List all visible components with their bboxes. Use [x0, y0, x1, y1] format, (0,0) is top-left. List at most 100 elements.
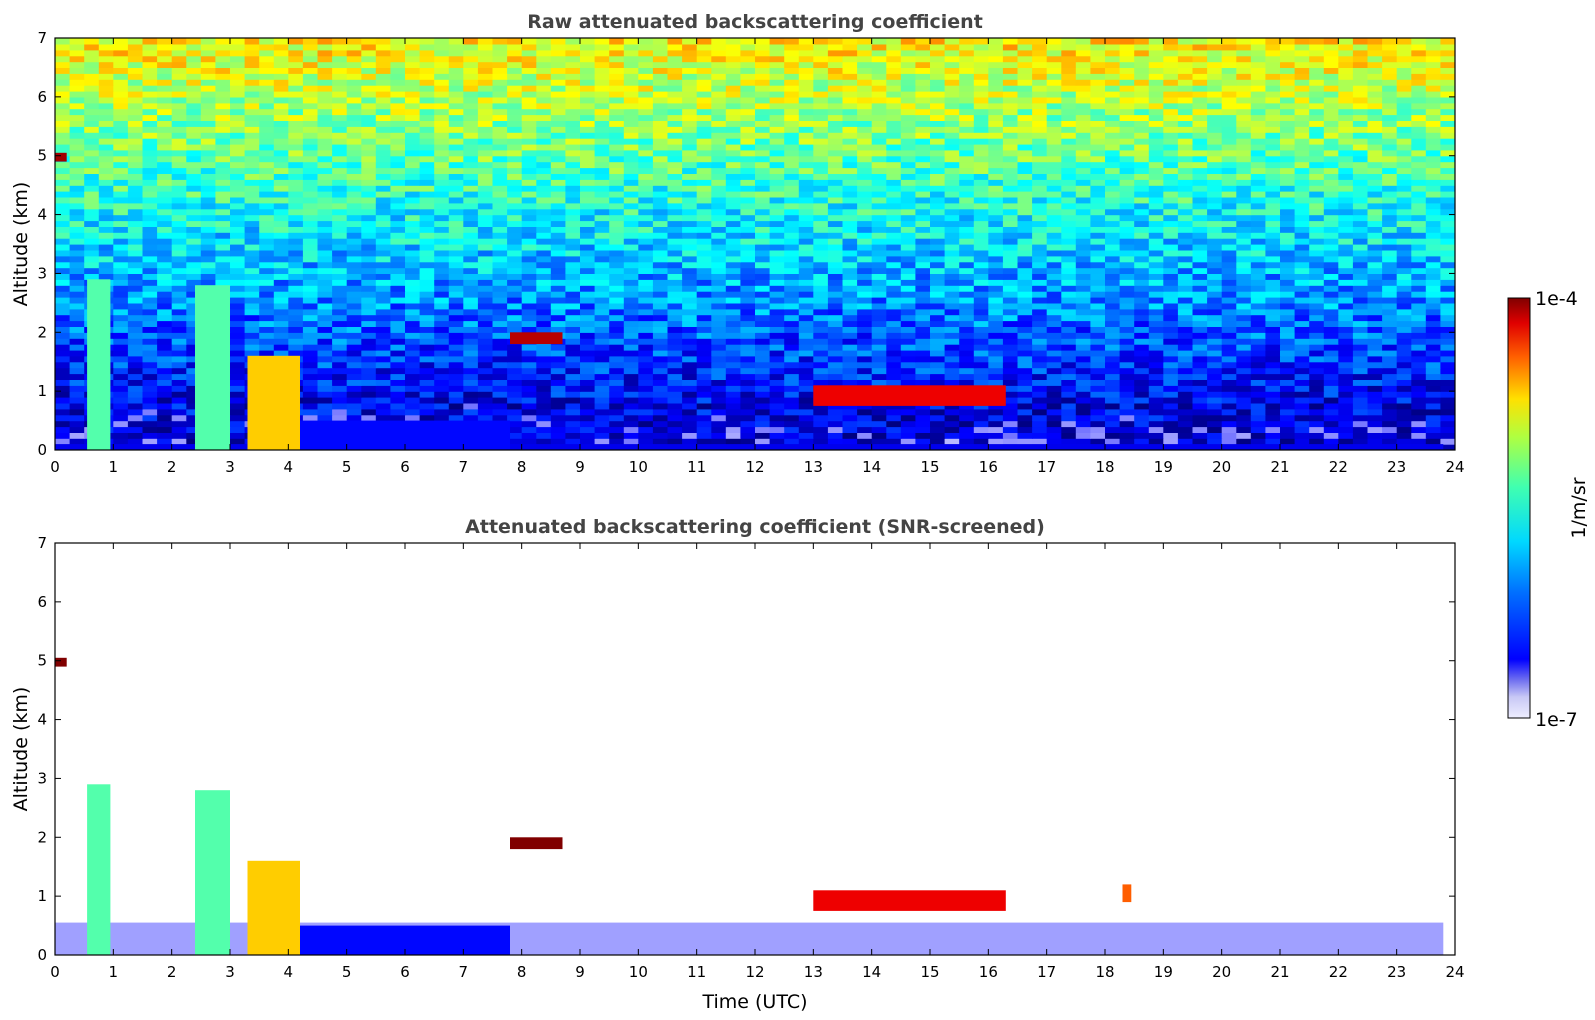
heatmap-cell — [1352, 332, 1369, 339]
heatmap-cell — [1396, 402, 1412, 410]
heatmap-cell — [1338, 385, 1354, 392]
heatmap-cell — [1323, 220, 1339, 227]
heatmap-cell — [1265, 297, 1281, 304]
heatmap-cell — [827, 220, 844, 227]
heatmap-cell — [944, 308, 960, 316]
heatmap-cell — [419, 255, 435, 263]
heatmap-cell — [521, 379, 537, 386]
heatmap-cell — [1105, 196, 1121, 204]
heatmap-cell — [1323, 297, 1339, 304]
heatmap-cell — [580, 432, 596, 439]
heatmap-cell — [390, 267, 406, 274]
heatmap-cell — [375, 367, 391, 375]
heatmap-cell — [638, 408, 654, 416]
heatmap-cell — [1411, 302, 1427, 310]
heatmap-cell — [667, 361, 683, 369]
heatmap-cell — [1032, 249, 1048, 257]
heatmap-cell — [244, 344, 260, 351]
heatmap-cell — [1250, 349, 1266, 357]
heatmap-cell — [1046, 291, 1062, 298]
heatmap-cell — [1382, 261, 1398, 269]
heatmap-cell — [55, 179, 71, 186]
heatmap-cell — [230, 332, 246, 339]
heatmap-cell — [798, 149, 814, 157]
heatmap-cell — [69, 373, 85, 380]
heatmap-cell — [302, 302, 319, 310]
heatmap-cell — [1221, 379, 1237, 386]
heatmap-cell — [1294, 308, 1310, 316]
heatmap-cell — [1323, 249, 1339, 257]
heatmap-cell — [1075, 338, 1091, 345]
heatmap-cell — [477, 202, 494, 210]
heatmap-cell — [1250, 220, 1266, 227]
heatmap-cell — [1425, 167, 1441, 174]
heatmap-cell — [623, 391, 639, 398]
heatmap-cell — [419, 291, 435, 298]
heatmap-cell — [900, 408, 916, 416]
heatmap-cell — [711, 308, 727, 316]
heatmap-cell — [230, 214, 246, 222]
heatmap-cell — [988, 173, 1004, 180]
heatmap-cell — [784, 367, 800, 375]
heatmap-cell — [886, 379, 902, 386]
heatmap-cell — [580, 167, 596, 174]
heatmap-cell — [652, 220, 669, 227]
heatmap-cell — [915, 249, 931, 257]
heatmap-cell — [1265, 167, 1281, 174]
heatmap-cell — [725, 226, 741, 233]
heatmap-cell — [1280, 279, 1296, 286]
heatmap-cell — [332, 373, 348, 380]
heatmap-cell — [798, 320, 814, 327]
heatmap-cell — [769, 244, 785, 251]
heatmap-cell — [157, 214, 173, 222]
heatmap-cell — [755, 402, 771, 410]
heatmap-cell — [1119, 214, 1135, 222]
heatmap-cell — [1002, 420, 1019, 428]
heatmap-cell — [973, 291, 989, 298]
heatmap-cell — [1425, 285, 1441, 292]
heatmap-cell — [1382, 232, 1398, 239]
heatmap-cell — [1061, 402, 1077, 410]
heatmap-cell — [259, 273, 275, 280]
heatmap-cell — [740, 414, 756, 422]
heatmap-cell — [1090, 155, 1106, 163]
heatmap-cell — [507, 267, 523, 274]
heatmap-cell — [1323, 391, 1339, 398]
heatmap-cell — [915, 208, 931, 216]
heatmap-cell — [886, 338, 902, 345]
heatmap-cell — [1309, 161, 1325, 169]
heatmap-cell — [900, 161, 916, 169]
heatmap-cell — [1323, 291, 1339, 298]
heatmap-cell — [448, 291, 464, 298]
heatmap-cell — [230, 314, 246, 322]
heatmap-cell — [1338, 149, 1354, 157]
heatmap-cell — [1090, 191, 1106, 198]
heatmap-cell — [375, 149, 391, 157]
heatmap-cell — [448, 226, 464, 233]
heatmap-cell — [857, 379, 873, 386]
heatmap-cell — [1265, 244, 1281, 251]
heatmap-cell — [507, 432, 523, 439]
heatmap-cell — [798, 379, 814, 386]
heatmap-cell — [1148, 297, 1164, 304]
heatmap-cell — [1207, 408, 1223, 416]
heatmap-cell — [157, 149, 173, 157]
heatmap-cell — [1061, 344, 1077, 351]
heatmap-cell — [944, 179, 960, 186]
heatmap-cell — [550, 349, 566, 357]
heatmap-cell — [769, 391, 785, 398]
heatmap-cell — [142, 314, 158, 322]
heatmap-cell — [84, 244, 100, 251]
heatmap-cell — [244, 320, 260, 327]
heatmap-cell — [1221, 408, 1237, 416]
heatmap-cell — [813, 332, 829, 339]
heatmap-cell — [317, 220, 333, 227]
heatmap-cell — [1323, 308, 1339, 316]
heatmap-cell — [740, 185, 756, 192]
heatmap-cell — [1163, 232, 1179, 239]
heatmap-cell — [857, 279, 873, 286]
heatmap-cell — [1250, 179, 1266, 186]
heatmap-cell — [959, 161, 975, 169]
heatmap-cell — [230, 385, 246, 392]
heatmap-cell — [1396, 214, 1412, 222]
